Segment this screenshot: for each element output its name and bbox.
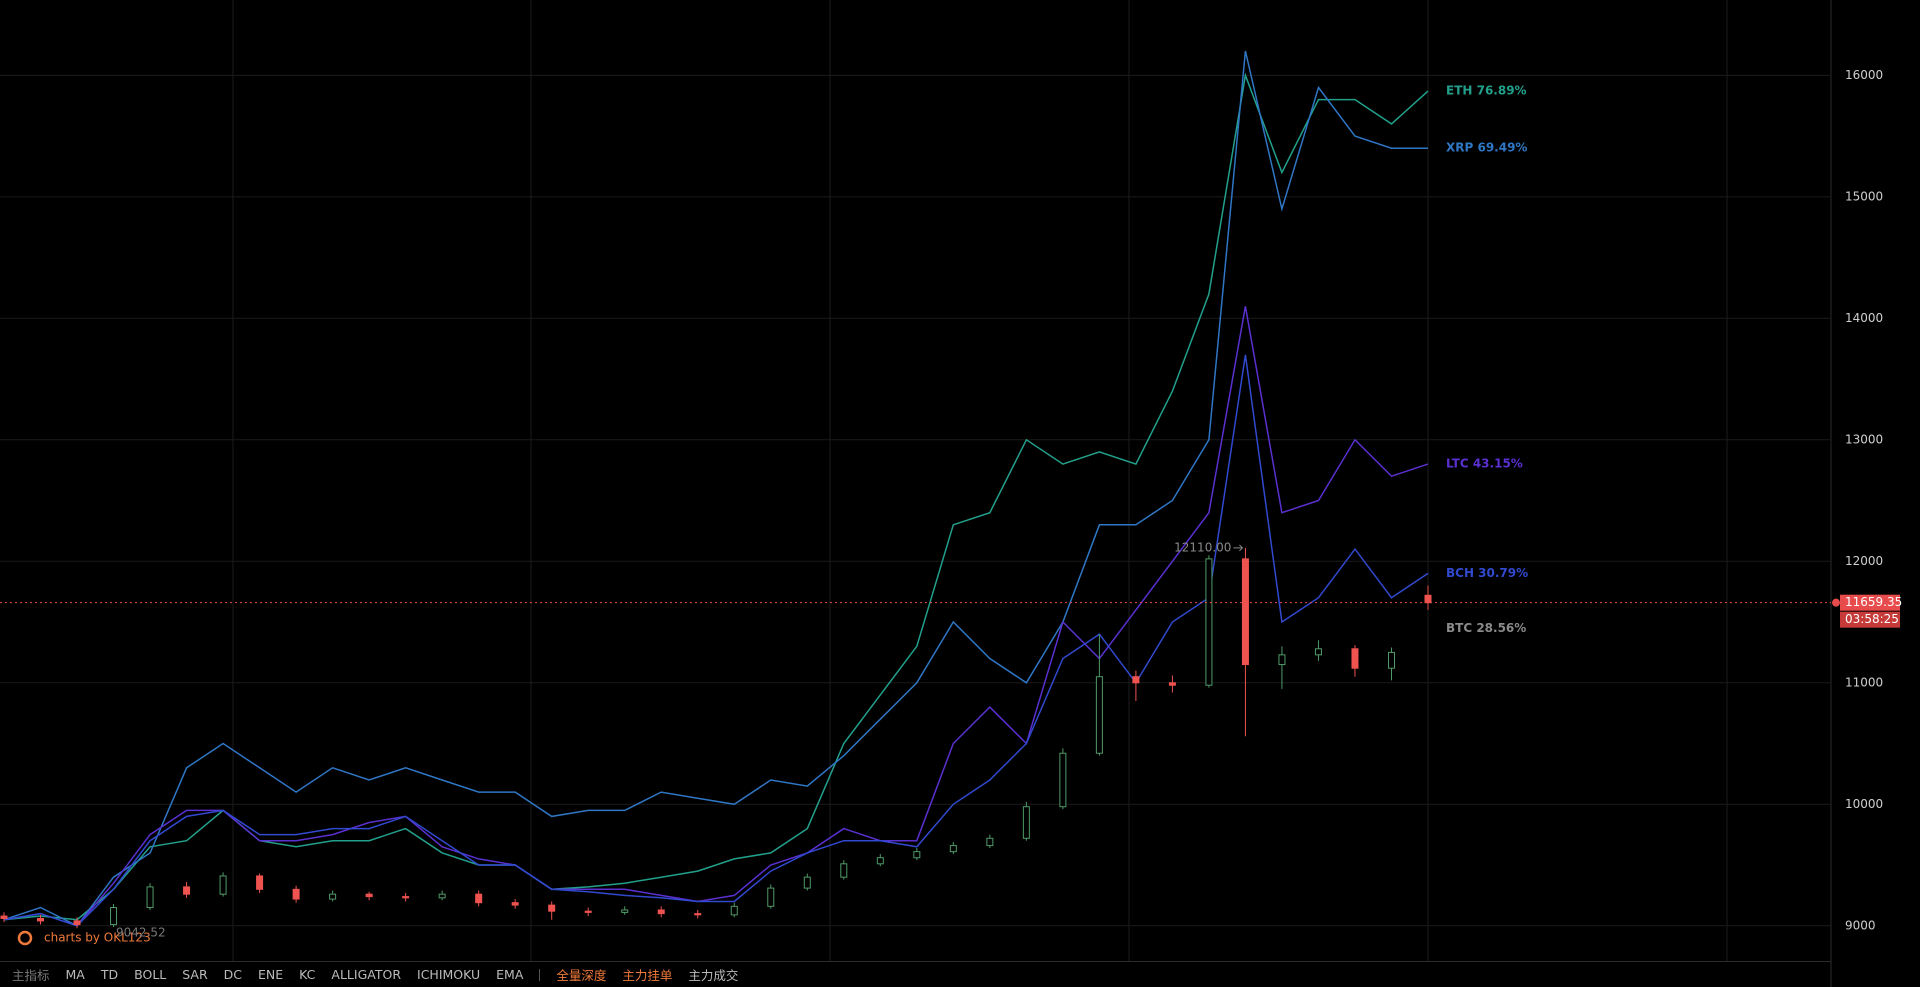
candle-body xyxy=(1205,558,1213,686)
indicator-button[interactable]: KC xyxy=(299,967,316,982)
candle-body xyxy=(438,893,446,899)
last-price-tag xyxy=(1840,594,1900,611)
toolbar: 主指标 MA TD BOLL SAR DC ENE KC ALLIGATOR ICHIMOKU EM… xyxy=(0,961,1831,987)
series-label: BCH 30.79% xyxy=(1446,566,1528,580)
tab-button[interactable]: 全量深度 xyxy=(556,968,607,983)
candle-body xyxy=(292,888,300,900)
series-line xyxy=(3,306,1429,927)
candle-body xyxy=(730,905,738,916)
high-marker-arrow xyxy=(1233,544,1244,552)
y-tick-label: 11000 xyxy=(1845,675,1883,689)
candle-body xyxy=(1424,594,1432,604)
candle-body xyxy=(621,909,629,913)
candle-body xyxy=(876,857,884,865)
countdown-tag xyxy=(1840,611,1900,628)
candle-body xyxy=(767,887,775,907)
toolbar-separator xyxy=(539,968,541,981)
candle-body xyxy=(1387,651,1395,669)
indicator-button[interactable]: TD xyxy=(100,967,119,982)
watermark: charts by OKL123 xyxy=(44,931,151,945)
candle-body xyxy=(949,845,957,853)
candle-body xyxy=(657,909,665,915)
series-label: ETH 76.89% xyxy=(1446,84,1527,98)
countdown-label: 03:58:25 xyxy=(1845,612,1899,626)
candle-body xyxy=(365,893,373,898)
indicator-button[interactable]: ENE xyxy=(258,967,284,982)
y-tick-label: 10000 xyxy=(1845,797,1883,811)
candle-body xyxy=(1095,676,1103,754)
candle-body xyxy=(548,904,556,912)
candle-body xyxy=(840,863,848,878)
candle-body xyxy=(1168,682,1176,686)
candle-body xyxy=(37,917,45,922)
candle-body xyxy=(803,876,811,889)
candle-body xyxy=(511,902,519,906)
last-price-dot xyxy=(1832,598,1840,607)
indicator-button[interactable]: ALLIGATOR xyxy=(331,967,402,982)
series-line xyxy=(3,354,1429,927)
logo-icon xyxy=(17,930,33,946)
candle-body xyxy=(986,837,994,847)
candle-body xyxy=(475,893,483,904)
candle-body xyxy=(0,915,8,919)
low-marker-label: 9042.52 xyxy=(116,926,166,940)
indicator-button[interactable]: ICHIMOKU xyxy=(417,967,481,982)
y-tick-label: 12000 xyxy=(1845,554,1883,568)
candle-body xyxy=(694,913,702,916)
indicator-button[interactable]: 主指标 xyxy=(12,968,50,983)
y-tick-label: 13000 xyxy=(1845,432,1883,446)
indicator-button[interactable]: SAR xyxy=(182,967,208,982)
indicator-button[interactable]: DC xyxy=(223,967,243,982)
candle-body xyxy=(584,910,592,913)
candle-body xyxy=(1314,648,1322,656)
candle-body xyxy=(1351,648,1359,669)
tab-button[interactable]: 主力成交 xyxy=(688,968,739,983)
tab-button[interactable]: 主力挂单 xyxy=(622,968,673,983)
candle-body xyxy=(110,907,118,926)
candle-body xyxy=(329,893,337,900)
candle-body xyxy=(146,886,154,909)
candle-body xyxy=(219,875,227,895)
candle-body xyxy=(1059,752,1067,808)
indicator-button[interactable]: MA xyxy=(65,967,85,982)
y-tick-label: 15000 xyxy=(1845,189,1883,203)
series-label: LTC 43.15% xyxy=(1446,457,1523,471)
y-tick-label: 9000 xyxy=(1845,918,1876,932)
candle-body xyxy=(1022,806,1030,839)
indicator-button[interactable]: BOLL xyxy=(134,967,167,982)
candle-body xyxy=(1241,558,1249,666)
candle-body xyxy=(402,896,410,899)
last-price-label: 11659.35 xyxy=(1845,595,1902,609)
candle-body xyxy=(73,920,81,926)
candle-body xyxy=(183,886,191,895)
candle-body xyxy=(256,875,264,890)
indicator-button[interactable]: EMA xyxy=(496,967,524,982)
candle-body xyxy=(913,851,921,859)
series-label: BTC 28.56% xyxy=(1446,621,1526,635)
high-marker-label: 12110.00 xyxy=(1174,540,1231,554)
candle-body xyxy=(1132,676,1140,684)
y-tick-label: 16000 xyxy=(1845,68,1883,82)
series-label: XRP 69.49% xyxy=(1446,141,1527,155)
vertical-grid xyxy=(232,0,1728,961)
y-tick-label: 14000 xyxy=(1845,311,1883,325)
series-line xyxy=(3,50,1428,927)
candle-body xyxy=(1278,654,1286,666)
